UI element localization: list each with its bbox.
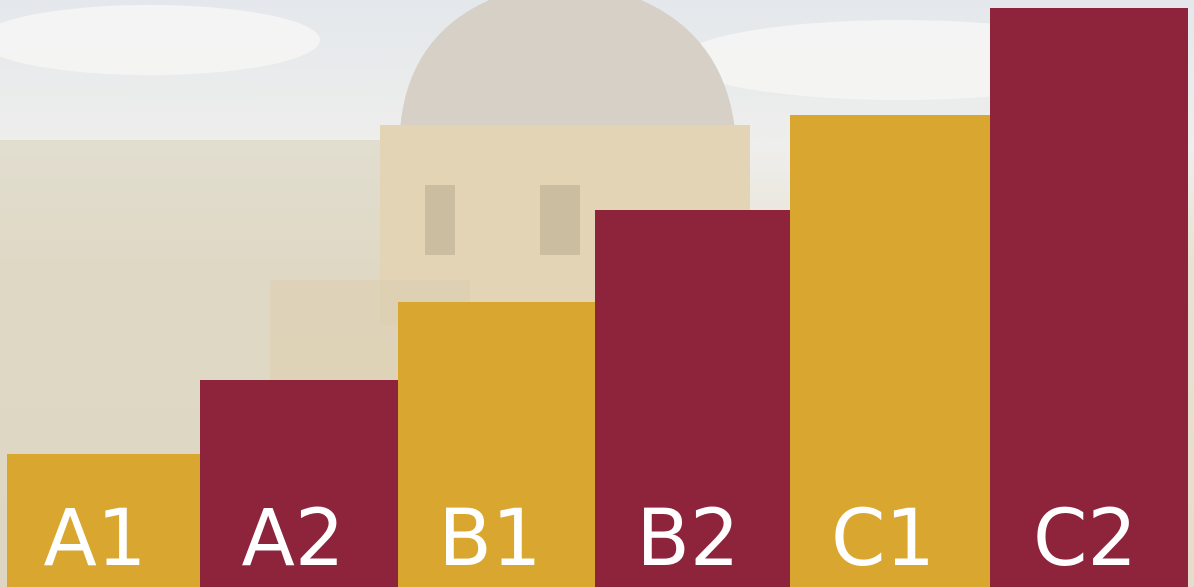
level-label: A2: [242, 494, 345, 584]
level-label: C2: [1033, 494, 1137, 584]
level-label: C1: [831, 494, 935, 584]
level-label: B1: [438, 494, 541, 584]
level-graphic: A1 A2 B1 B2 C1 C2: [0, 0, 1194, 587]
level-label: A1: [44, 494, 147, 584]
level-label: B2: [636, 494, 739, 584]
